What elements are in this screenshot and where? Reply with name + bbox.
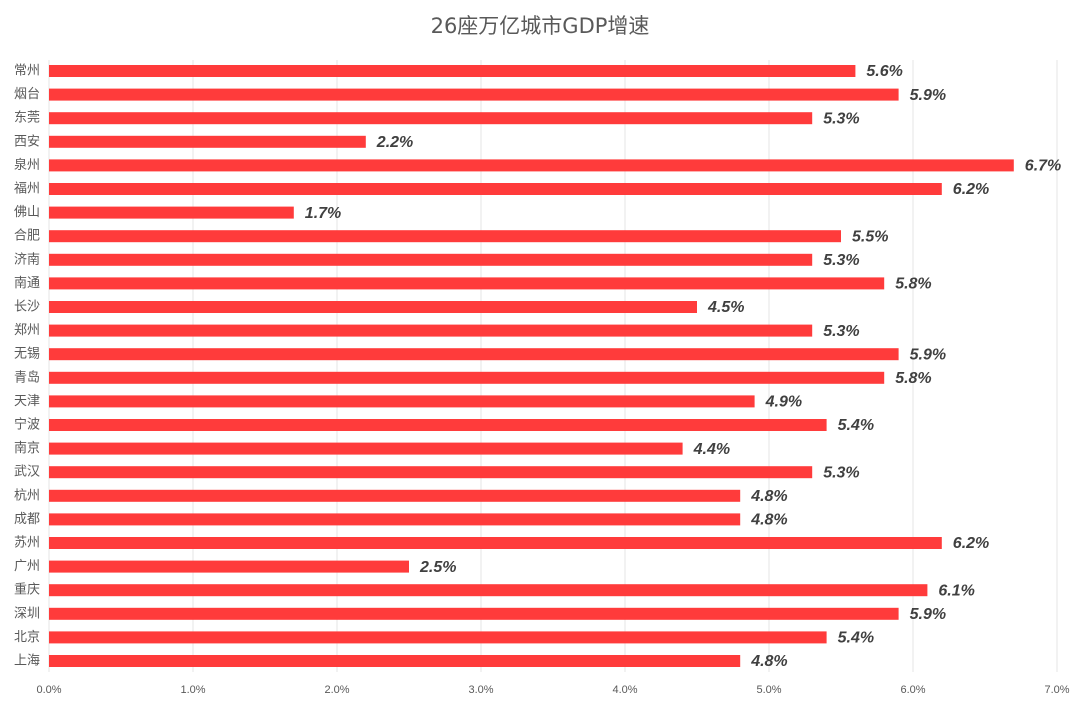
category-label: 佛山 (14, 205, 40, 220)
category-label: 重庆 (14, 582, 40, 598)
category-label: 泉州 (14, 157, 40, 173)
data-label: 5.8% (895, 276, 931, 293)
data-label: 5.3% (823, 464, 859, 481)
data-label: 5.9% (910, 87, 946, 104)
category-label: 西安 (14, 134, 40, 149)
data-label: 6.2% (953, 535, 989, 552)
bar (49, 135, 366, 148)
bar (49, 112, 813, 125)
x-tick-label: 6.0% (900, 684, 925, 696)
data-label: 5.4% (838, 630, 874, 647)
bar (49, 584, 928, 597)
bar (49, 159, 1014, 172)
bar (49, 88, 899, 101)
bar (49, 537, 942, 549)
category-label: 宁波 (14, 417, 40, 433)
category-label: 北京 (14, 630, 40, 645)
x-tick-label: 5.0% (756, 684, 781, 696)
data-label: 5.3% (823, 252, 859, 269)
data-label: 1.7% (305, 205, 341, 222)
bar (49, 655, 741, 667)
category-label: 长沙 (14, 300, 40, 315)
bar (49, 489, 741, 502)
data-label: 6.7% (1025, 158, 1061, 175)
data-label: 5.8% (895, 370, 931, 387)
category-label: 深圳 (14, 606, 40, 621)
data-label: 5.5% (852, 228, 888, 245)
category-label: 合肥 (14, 229, 40, 244)
category-label: 南通 (14, 275, 40, 291)
data-label: 5.9% (910, 606, 946, 623)
bar (49, 183, 942, 195)
data-label: 4.8% (750, 488, 787, 505)
category-label: 福州 (14, 182, 40, 197)
category-label: 青岛 (14, 369, 40, 385)
bar (49, 395, 755, 408)
category-label: 烟台 (14, 87, 40, 102)
data-label: 5.6% (866, 63, 902, 80)
bar (49, 65, 856, 77)
data-label: 4.4% (693, 441, 730, 458)
bar (49, 371, 885, 384)
bar (49, 324, 813, 337)
category-label: 上海 (14, 654, 40, 669)
bar (49, 206, 294, 219)
data-label: 4.8% (750, 512, 787, 529)
category-label: 苏州 (14, 535, 40, 551)
x-tick-label: 2.0% (324, 684, 349, 696)
bar (49, 301, 697, 313)
category-label: 武汉 (14, 465, 40, 480)
data-label: 5.9% (910, 346, 946, 363)
category-label: 南京 (14, 440, 40, 456)
bar (49, 277, 885, 290)
data-label: 4.5% (707, 299, 744, 316)
bar (49, 230, 841, 243)
category-label: 东莞 (14, 111, 40, 126)
data-label: 5.4% (838, 417, 874, 434)
data-label: 6.1% (938, 582, 974, 599)
bar (49, 631, 827, 644)
bar (49, 607, 899, 620)
bar (49, 466, 813, 479)
x-tick-label: 7.0% (1044, 684, 1069, 696)
bar (49, 442, 683, 455)
category-label: 杭州 (14, 488, 40, 503)
category-label: 济南 (14, 251, 40, 267)
x-tick-label: 0.0% (36, 684, 61, 696)
data-label: 5.3% (823, 323, 859, 340)
data-label: 6.2% (953, 181, 989, 198)
category-label: 无锡 (14, 347, 40, 362)
bar (49, 348, 899, 361)
data-label: 2.5% (419, 559, 456, 576)
x-tick-label: 3.0% (468, 684, 493, 696)
x-tick-label: 4.0% (612, 684, 637, 696)
chart-title: 26座万亿城市GDP增速 (430, 14, 650, 38)
x-tick-label: 1.0% (180, 684, 205, 696)
category-label: 成都 (14, 512, 40, 527)
bar (49, 253, 813, 266)
bar (49, 419, 827, 431)
bar (49, 560, 409, 573)
data-label: 4.8% (750, 653, 787, 670)
category-label: 郑州 (14, 323, 40, 338)
data-label: 2.2% (376, 134, 413, 151)
category-label: 广州 (14, 559, 40, 574)
category-label: 天津 (14, 394, 40, 409)
category-label: 常州 (14, 64, 40, 79)
data-label: 5.3% (823, 110, 859, 127)
bar (49, 513, 741, 526)
data-label: 4.9% (765, 394, 802, 411)
